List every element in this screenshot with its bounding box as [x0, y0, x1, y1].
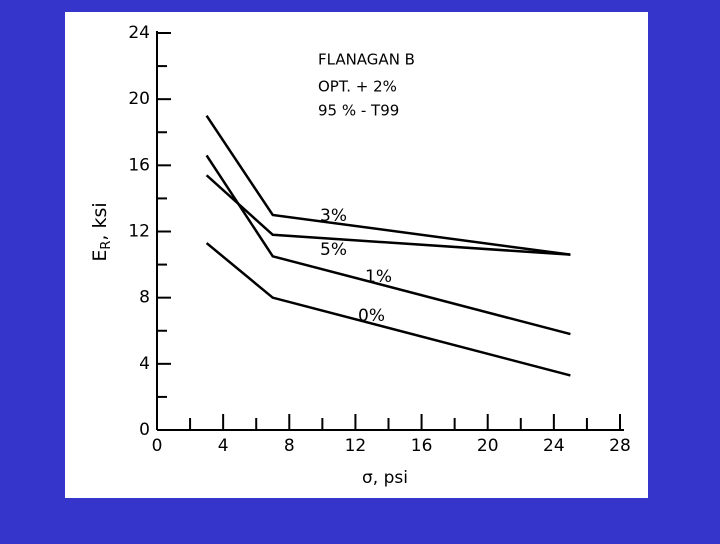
series-line — [205, 154, 571, 336]
series-label: 1% — [365, 267, 392, 287]
x-tick-label: 28 — [609, 436, 631, 456]
x-tick-label: 24 — [543, 436, 565, 456]
annotation: 95 % - T99 — [318, 102, 399, 120]
y-tick-label: 4 — [139, 354, 150, 374]
y-label-rest: , ksi — [89, 202, 111, 240]
x-tick-label: 0 — [152, 436, 163, 456]
annotation: OPT. + 2% — [318, 78, 397, 96]
y-axis-label: ER, ksi — [89, 202, 114, 261]
x-axis-label: σ, psi — [362, 468, 408, 488]
y-tick-label: 12 — [128, 222, 150, 242]
figure-panel — [65, 12, 648, 498]
series-line — [205, 115, 571, 256]
series-line — [205, 242, 571, 377]
x-tick-label: 12 — [345, 436, 367, 456]
series-label: 5% — [320, 240, 347, 260]
x-tick-label: 20 — [477, 436, 499, 456]
y-label-main: E — [89, 250, 111, 262]
y-tick-label: 16 — [128, 155, 150, 175]
series-line — [205, 174, 571, 256]
x-tick-label: 16 — [411, 436, 433, 456]
y-tick-label: 0 — [139, 420, 150, 440]
y-label-sub: R — [99, 241, 114, 250]
y-tick-label: 20 — [128, 89, 150, 109]
series-label: 3% — [320, 206, 347, 226]
x-tick-label: 4 — [218, 436, 229, 456]
y-tick-label: 24 — [128, 23, 150, 43]
annotation: FLANAGAN B — [318, 51, 415, 69]
series-label: 0% — [358, 306, 385, 326]
y-tick-label: 8 — [139, 288, 150, 308]
x-tick-label: 8 — [284, 436, 295, 456]
